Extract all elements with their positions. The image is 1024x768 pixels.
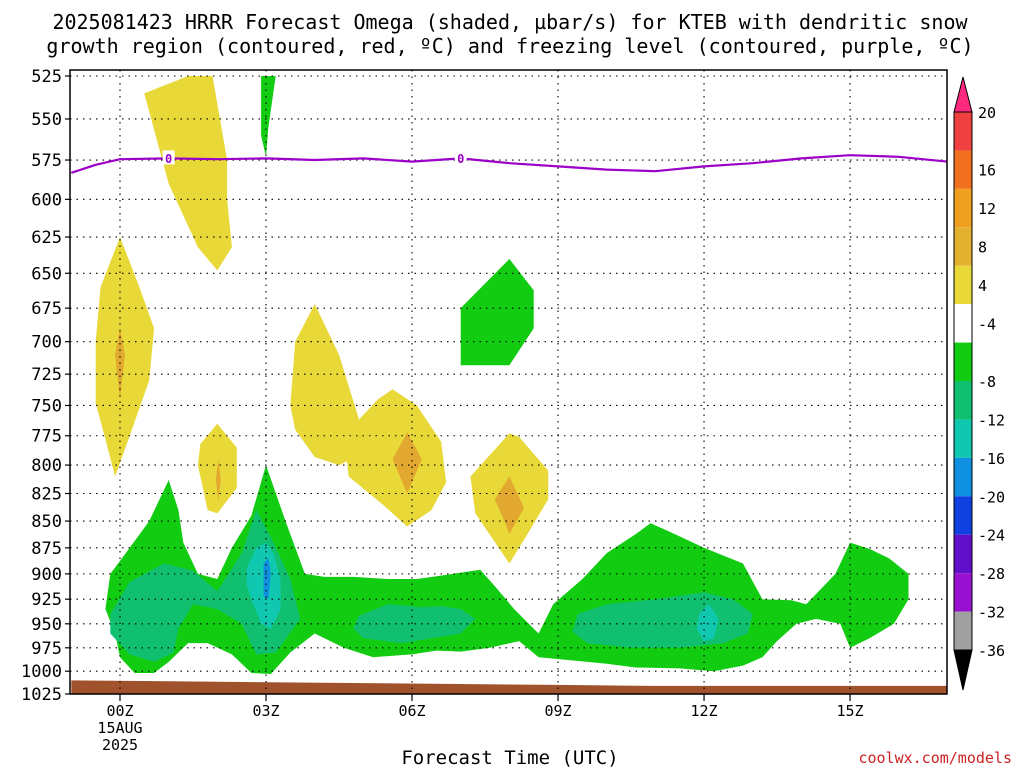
x-tick-label: 06Z bbox=[398, 702, 425, 720]
x-tick-label: 15Z bbox=[837, 702, 864, 720]
x-tick-year: 2025 bbox=[102, 736, 138, 754]
colorbar-swatch bbox=[954, 457, 972, 497]
y-tick-label: 975 bbox=[31, 639, 62, 659]
y-tick-label: 1000 bbox=[21, 662, 62, 682]
y-tick-label: 625 bbox=[31, 228, 62, 248]
colorbar-swatch bbox=[954, 342, 972, 381]
colorbar-swatch bbox=[954, 573, 972, 612]
colorbar-label: -36 bbox=[978, 642, 1005, 660]
colorbar-label: -16 bbox=[978, 450, 1005, 468]
colorbar-top-arrow bbox=[953, 76, 973, 113]
colorbar-swatch bbox=[954, 304, 972, 343]
y-tick-label: 725 bbox=[31, 365, 62, 385]
y-tick-label: 600 bbox=[31, 190, 62, 210]
y-tick-label: 550 bbox=[31, 110, 62, 130]
colorbar-label: 20 bbox=[978, 104, 996, 122]
colorbar: 20 16 12 8 4 -4 -8 -12 -16 -20 -24 -28 -32 -36 bbox=[953, 76, 1005, 691]
colorbar-swatch bbox=[954, 496, 972, 535]
x-tick-label: 12Z bbox=[690, 702, 717, 720]
colorbar-label: -32 bbox=[978, 604, 1005, 622]
colorbar-label: -24 bbox=[978, 527, 1005, 545]
colorbar-label: 8 bbox=[978, 239, 987, 257]
omega-region-11 bbox=[460, 259, 534, 366]
colorbar-label: -20 bbox=[978, 488, 1005, 506]
colorbar-swatch bbox=[954, 227, 972, 266]
freezing-level-line bbox=[70, 154, 947, 174]
colorbar-swatch bbox=[954, 112, 972, 151]
colorbar-label: -8 bbox=[978, 373, 996, 391]
colorbar-label: 12 bbox=[978, 200, 996, 218]
omega-region-16 bbox=[246, 542, 281, 629]
y-tick-label: 750 bbox=[31, 396, 62, 416]
freezing-level-label-bg bbox=[162, 150, 175, 165]
colorbar-swatch bbox=[954, 188, 972, 228]
colorbar-swatch bbox=[954, 534, 972, 574]
omega-region-7 bbox=[392, 432, 422, 494]
chart-title-line2: growth region (contoured, red, ºC) and f… bbox=[46, 34, 973, 58]
omega-region-10 bbox=[261, 76, 276, 157]
credit-text: coolwx.com/models bbox=[858, 749, 1012, 767]
x-tick-label: 00Z bbox=[106, 702, 133, 720]
y-tick-label: 900 bbox=[31, 565, 62, 585]
y-tick-label: 525 bbox=[31, 67, 62, 87]
terrain bbox=[71, 680, 947, 694]
colorbar-label: 16 bbox=[978, 162, 996, 180]
omega-region-1 bbox=[95, 237, 155, 477]
colorbar-label: 4 bbox=[978, 277, 987, 295]
colorbar-swatch bbox=[954, 150, 972, 189]
omega-region-4 bbox=[215, 459, 221, 502]
y-tick-label: 675 bbox=[31, 299, 62, 319]
colorbar-label: -28 bbox=[978, 565, 1005, 583]
colorbar-label: -4 bbox=[978, 315, 996, 333]
y-tick-label: 650 bbox=[31, 264, 62, 284]
freezing-level-label: 0 bbox=[457, 152, 464, 166]
colorbar-swatch bbox=[954, 381, 972, 420]
omega-region-17 bbox=[696, 604, 719, 642]
x-tick-label: 09Z bbox=[544, 702, 571, 720]
y-tick-label: 775 bbox=[31, 427, 62, 447]
omega-region-0 bbox=[144, 76, 232, 271]
y-tick-label: 825 bbox=[31, 484, 62, 504]
omega-region-9 bbox=[494, 476, 524, 534]
colorbar-label: -12 bbox=[978, 411, 1005, 429]
x-tick-date: 15AUG bbox=[97, 719, 142, 737]
colorbar-swatch bbox=[954, 265, 972, 305]
y-tick-label: 925 bbox=[31, 590, 62, 610]
x-axis-title: Forecast Time (UTC) bbox=[401, 747, 618, 768]
y-tick-label: 1025 bbox=[21, 685, 62, 705]
y-tick-label: 700 bbox=[31, 333, 62, 353]
omega-region-18 bbox=[263, 558, 271, 600]
colorbar-bottom-arrow bbox=[953, 649, 973, 691]
chart-title-line1: 2025081423 HRRR Forecast Omega (shaded, … bbox=[52, 10, 968, 34]
x-tick-label: 03Z bbox=[252, 702, 279, 720]
y-tick-label: 875 bbox=[31, 539, 62, 559]
y-tick-label: 950 bbox=[31, 615, 62, 635]
omega-region-5 bbox=[290, 304, 364, 466]
y-tick-label: 575 bbox=[31, 151, 62, 171]
omega-region-14 bbox=[353, 604, 476, 644]
y-tick-label: 800 bbox=[31, 456, 62, 476]
plot-frame bbox=[69, 69, 948, 695]
freezing-level-label-bg bbox=[454, 150, 467, 165]
colorbar-swatch bbox=[954, 611, 972, 650]
plot-area: 0 052555057560062565067570072575077580082… bbox=[21, 67, 948, 754]
freezing-level-label: 0 bbox=[165, 152, 172, 166]
colorbar-swatch bbox=[954, 419, 972, 458]
y-tick-label: 850 bbox=[31, 512, 62, 532]
